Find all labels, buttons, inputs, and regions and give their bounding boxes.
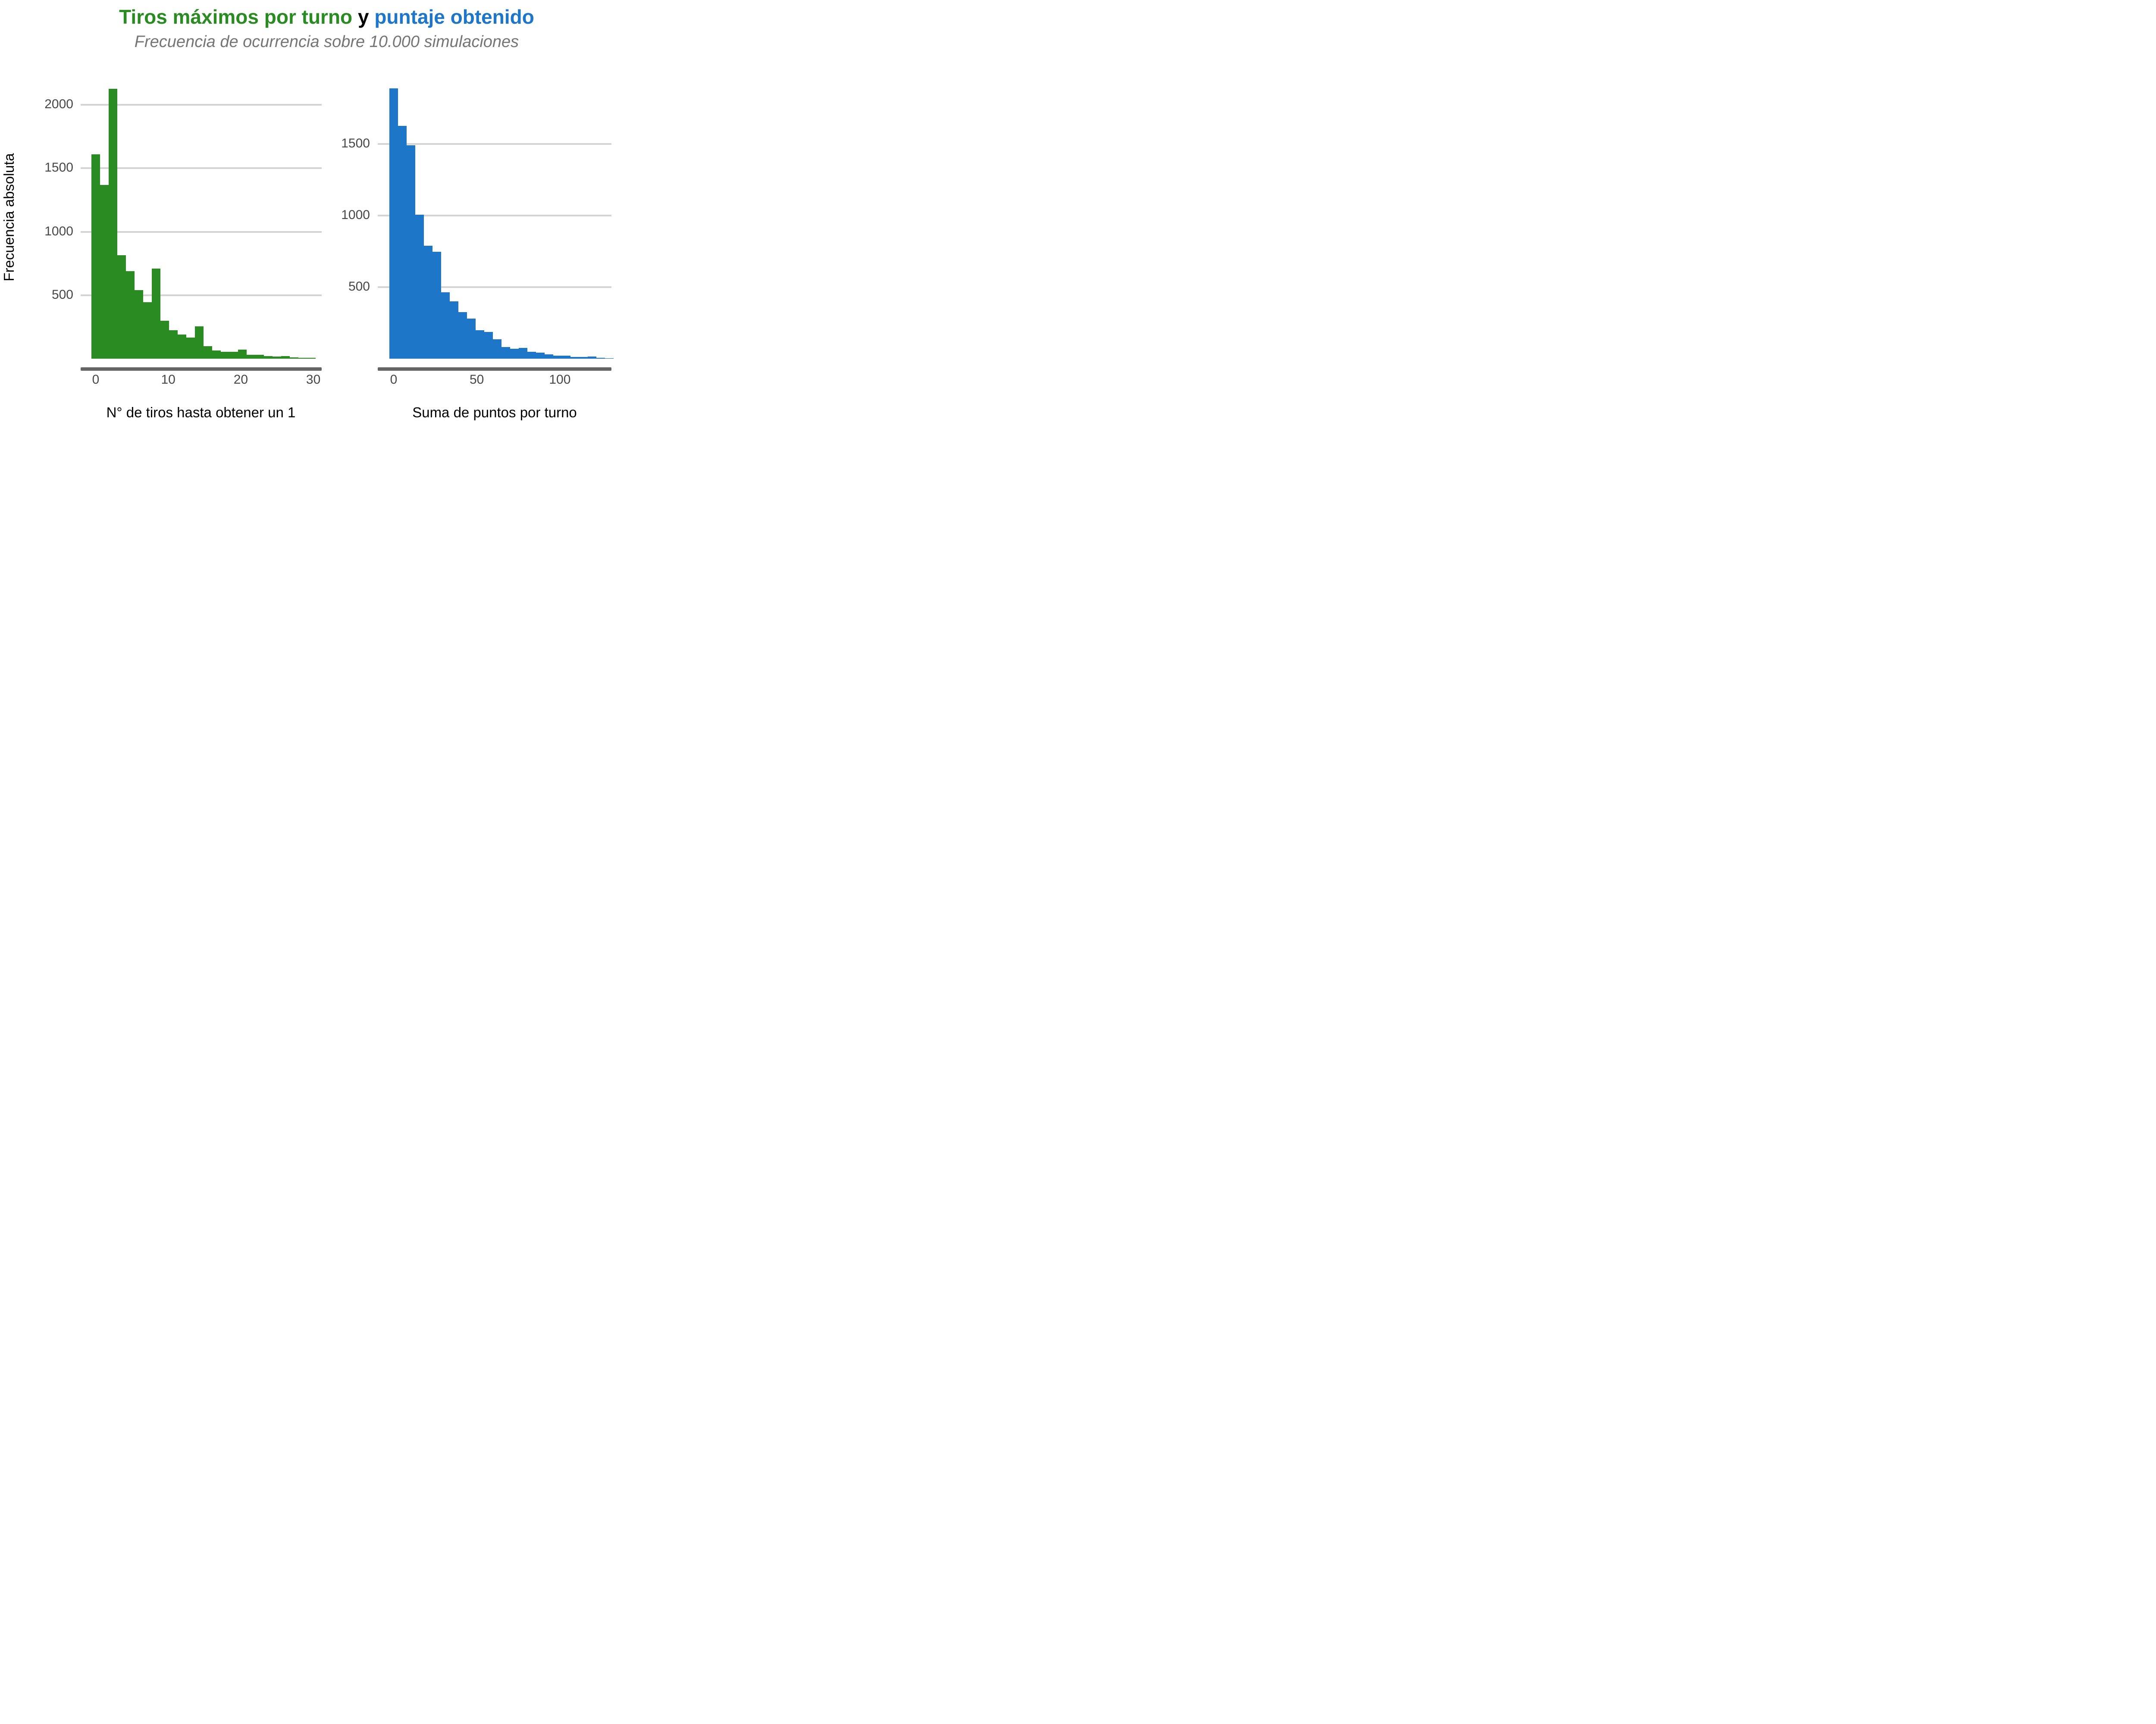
histogram-bar [100,185,109,359]
title-separator2 [369,6,375,28]
x-axis-label: N° de tiros hasta obtener un 1 [106,404,296,420]
y-tick-label: 1000 [341,208,370,222]
histogram-bar [117,255,126,359]
histogram-bar [389,88,398,359]
histogram-bar [501,347,510,359]
histogram-bar [458,312,467,359]
histogram-bar [484,332,493,359]
histogram-bar [432,252,441,359]
histogram-bar [579,357,588,359]
x-axis-line [378,367,611,371]
gridline-y-500 [81,294,322,296]
y-tick-label: 2000 [44,97,73,111]
histogram-bar [212,350,221,359]
x-tick-label: 30 [306,372,321,387]
title-separator [352,6,358,28]
gridline-y-1500 [81,167,322,169]
histogram-bar [562,356,570,359]
y-tick-label: 500 [51,287,73,302]
histogram-bar [247,355,255,359]
histogram-bar [160,321,169,359]
x-tick-label: 100 [549,372,571,387]
histogram-bar [493,339,501,359]
histogram-bar [238,350,247,359]
x-axis-label: Suma de puntos por turno [412,404,577,420]
histogram-bar [545,354,553,359]
y-tick-label: 1500 [341,136,370,150]
gridline-y-2000 [81,104,322,106]
histogram-bar [152,269,160,359]
histogram-bar [424,246,432,359]
histogram-bar [109,89,117,359]
y-tick-label: 500 [348,279,370,294]
gridline-y-500 [378,286,611,288]
histogram-bar [588,357,596,359]
histogram-bar [273,357,281,359]
histogram-bar [229,352,238,359]
figure-canvas: Tiros máximos por turno y puntaje obteni… [0,0,636,431]
histogram-bar [307,358,316,359]
x-tick-label: 0 [390,372,398,387]
x-tick-label: 50 [470,372,484,387]
histogram-bar [519,348,527,359]
histogram-bar [186,338,195,359]
histogram-bar [281,356,290,359]
histogram-bar [290,357,298,359]
histogram-bar [450,301,458,359]
chart-title: Tiros máximos por turno y puntaje obteni… [17,5,636,28]
histogram-bar [178,335,186,359]
histogram-bar [510,349,519,359]
title-part-blue: puntaje obtenido [374,6,534,28]
histogram-bar [407,145,415,359]
title-part-black: y [357,6,369,28]
histogram-bar [476,330,484,359]
histogram-bar [441,292,450,359]
histogram-bar [91,154,100,359]
gridline-y-1000 [81,231,322,233]
histogram-bar [467,319,476,359]
histogram-bar [126,271,135,359]
x-axis-line [81,367,322,371]
histogram-bar [204,346,212,359]
histogram-bar [527,352,536,359]
histogram-bar [553,356,562,359]
chart-subtitle: Frecuencia de ocurrencia sobre 10.000 si… [134,33,519,51]
histogram-bar [415,215,424,359]
histogram-bar [398,126,407,359]
histogram-bar [536,353,545,359]
histogram-bar [255,355,264,359]
title-part-green: Tiros máximos por turno [119,6,353,28]
histogram-bar [221,352,229,359]
histogram-bar [570,357,579,359]
x-tick-label: 20 [233,372,248,387]
y-tick-label: 1000 [44,224,73,238]
y-tick-label: 1500 [44,160,73,175]
histogram-bar [135,290,143,359]
gridline-y-1000 [378,215,611,216]
histogram-bar [169,330,178,359]
histogram-bar [264,356,273,359]
histogram-bar [596,358,605,359]
histogram-bar [195,326,204,359]
y-axis-label: Frecuencia absoluta [1,153,17,282]
histogram-bar [298,358,307,359]
gridline-y-1500 [378,143,611,145]
histogram-bar [143,302,152,359]
x-tick-label: 10 [161,372,175,387]
histogram-bar [605,358,614,359]
x-tick-label: 0 [92,372,100,387]
